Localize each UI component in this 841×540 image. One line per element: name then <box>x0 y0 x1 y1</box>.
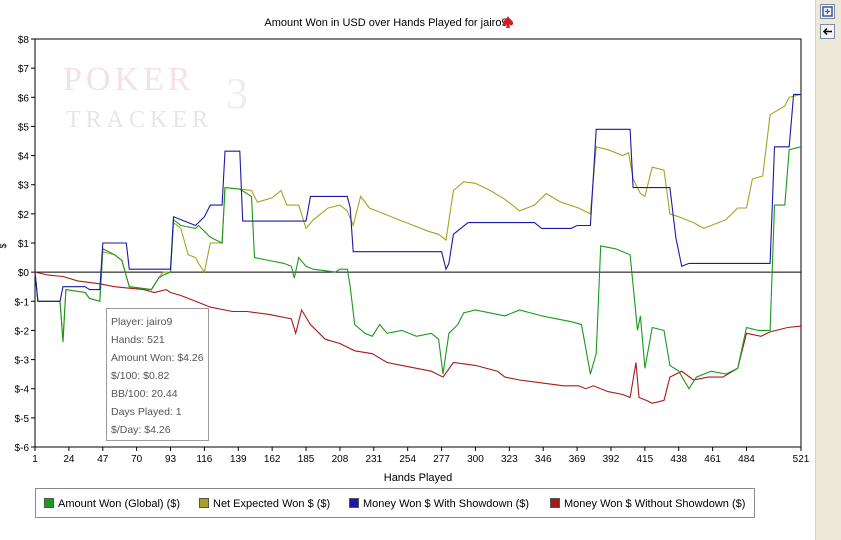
chart-legend: Amount Won (Global) ($) Net Expected Won… <box>35 488 755 518</box>
legend-item-amount-won[interactable]: Amount Won (Global) ($) <box>44 498 180 510</box>
legend-item-without-showdown[interactable]: Money Won $ Without Showdown ($) <box>550 498 745 510</box>
x-tick-label: 47 <box>97 454 109 465</box>
x-tick-label: 93 <box>165 454 177 465</box>
x-tick-label: 521 <box>793 454 810 465</box>
y-tick-label: $0 <box>18 268 30 279</box>
series-line-1 <box>34 93 802 340</box>
x-tick-label: 484 <box>738 454 755 465</box>
y-tick-label: $5 <box>18 122 30 133</box>
x-tick-label: 139 <box>230 454 247 465</box>
expand-icon[interactable] <box>820 4 835 19</box>
series-layer <box>34 93 802 404</box>
back-arrow-icon[interactable] <box>820 24 835 39</box>
y-axis-label: $ <box>0 243 8 248</box>
x-tick-label: 231 <box>365 454 382 465</box>
legend-label: Money Won $ Without Showdown ($) <box>564 498 746 510</box>
x-tick-label: 254 <box>399 454 416 465</box>
x-tick-label: 208 <box>332 454 349 465</box>
y-tick-label: $2 <box>18 210 30 221</box>
legend-swatch <box>349 498 359 508</box>
watermark-sub: TRACKER <box>66 107 213 133</box>
y-tick-label: $4 <box>18 152 30 163</box>
legend-label: Net Expected Won $ ($) <box>213 498 331 510</box>
legend-swatch <box>199 498 209 508</box>
series-line-0 <box>34 146 802 390</box>
tooltip-bb-per-100: BB/100: 20.44 <box>111 388 178 400</box>
x-axis: 1 24 47 70 93 116 139 162 185 208 231 254 277 300 323 3… <box>32 447 810 465</box>
legend-item-net-expected[interactable]: Net Expected Won $ ($) <box>199 498 330 510</box>
x-tick-label: 323 <box>501 454 518 465</box>
y-tick-label: $-1 <box>15 297 30 308</box>
y-tick-label: $8 <box>18 35 30 46</box>
y-tick-label: $-6 <box>15 443 30 454</box>
y-tick-label: $3 <box>18 181 30 192</box>
legend-label: Amount Won (Global) ($) <box>58 498 181 510</box>
x-tick-label: 392 <box>603 454 620 465</box>
tooltip-days-played: Days Played: 1 <box>111 406 182 418</box>
x-tick-label: 116 <box>196 454 212 465</box>
y-tick-label: $6 <box>18 93 30 104</box>
x-tick-label: 438 <box>670 454 687 465</box>
chart-area: POKER TRACKER 3 Amount Won in USD over H… <box>0 16 810 484</box>
tooltip-per-day: $/Day: $4.26 <box>111 424 171 436</box>
y-tick-label: $-4 <box>15 385 30 396</box>
spade-icon <box>502 16 514 28</box>
tooltip-amount-won: Amount Won: $4.26 <box>111 352 204 364</box>
legend-swatch <box>44 498 54 508</box>
tooltip-hands: Hands: 521 <box>111 334 165 346</box>
series-line-3 <box>34 271 802 404</box>
watermark-brand: POKER <box>63 61 194 98</box>
y-axis: $8 $7 $6 $5 $4 $3 $2 $1 $0 $-1 $-2 $-3 $-4 $-5 $-6 <box>15 35 35 454</box>
legend-item-with-showdown[interactable]: Money Won $ With Showdown ($) <box>349 498 529 510</box>
x-tick-label: 415 <box>637 454 654 465</box>
y-tick-label: $7 <box>18 64 30 75</box>
x-tick-label: 1 <box>32 454 38 465</box>
y-tick-label: $-3 <box>15 356 30 367</box>
y-tick-label: $-2 <box>15 326 30 337</box>
x-tick-label: 300 <box>467 454 484 465</box>
chart-title: Amount Won in USD over Hands Played for … <box>264 17 507 29</box>
tooltip-player: Player: jairo9 <box>111 316 173 328</box>
stats-tooltip: Player: jairo9 Hands: 521 Amount Won: $4… <box>106 308 209 441</box>
x-tick-label: 162 <box>264 454 281 465</box>
legend-swatch <box>550 498 560 508</box>
x-tick-label: 70 <box>131 454 143 465</box>
y-tick-label: $-5 <box>15 414 30 425</box>
x-tick-label: 24 <box>63 454 75 465</box>
x-axis-label: Hands Played <box>384 472 453 484</box>
side-toolbar <box>815 0 841 540</box>
x-tick-label: 346 <box>535 454 552 465</box>
series-line-2 <box>34 93 801 302</box>
tooltip-per-100: $/100: $0.82 <box>111 370 170 382</box>
legend-label: Money Won $ With Showdown ($) <box>363 498 530 510</box>
watermark-num: 3 <box>226 69 248 118</box>
x-tick-label: 277 <box>433 454 450 465</box>
pokertracker-watermark: POKER TRACKER 3 <box>63 61 248 133</box>
x-tick-label: 369 <box>569 454 586 465</box>
y-tick-label: $1 <box>18 239 30 250</box>
x-tick-label: 461 <box>704 454 721 465</box>
x-tick-label: 185 <box>298 454 315 465</box>
